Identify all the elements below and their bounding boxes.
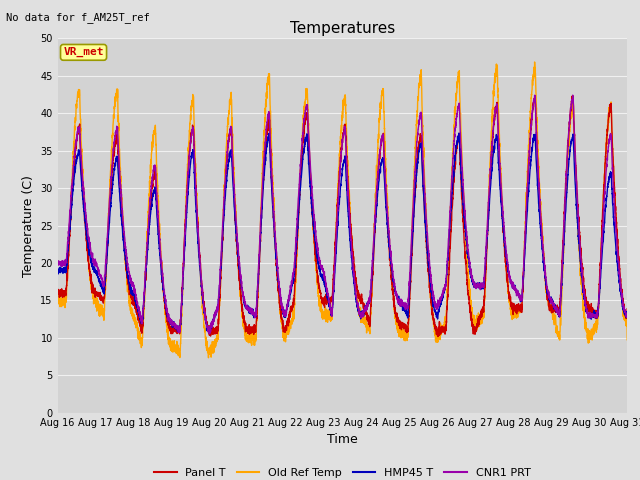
Legend: Panel T, Old Ref Temp, HMP45 T, CNR1 PRT: Panel T, Old Ref Temp, HMP45 T, CNR1 PRT (150, 463, 535, 480)
Text: No data for f_AM25T_ref: No data for f_AM25T_ref (6, 12, 150, 23)
Y-axis label: Temperature (C): Temperature (C) (22, 175, 35, 276)
Title: Temperatures: Temperatures (290, 21, 395, 36)
Text: VR_met: VR_met (63, 47, 104, 58)
X-axis label: Time: Time (327, 433, 358, 446)
